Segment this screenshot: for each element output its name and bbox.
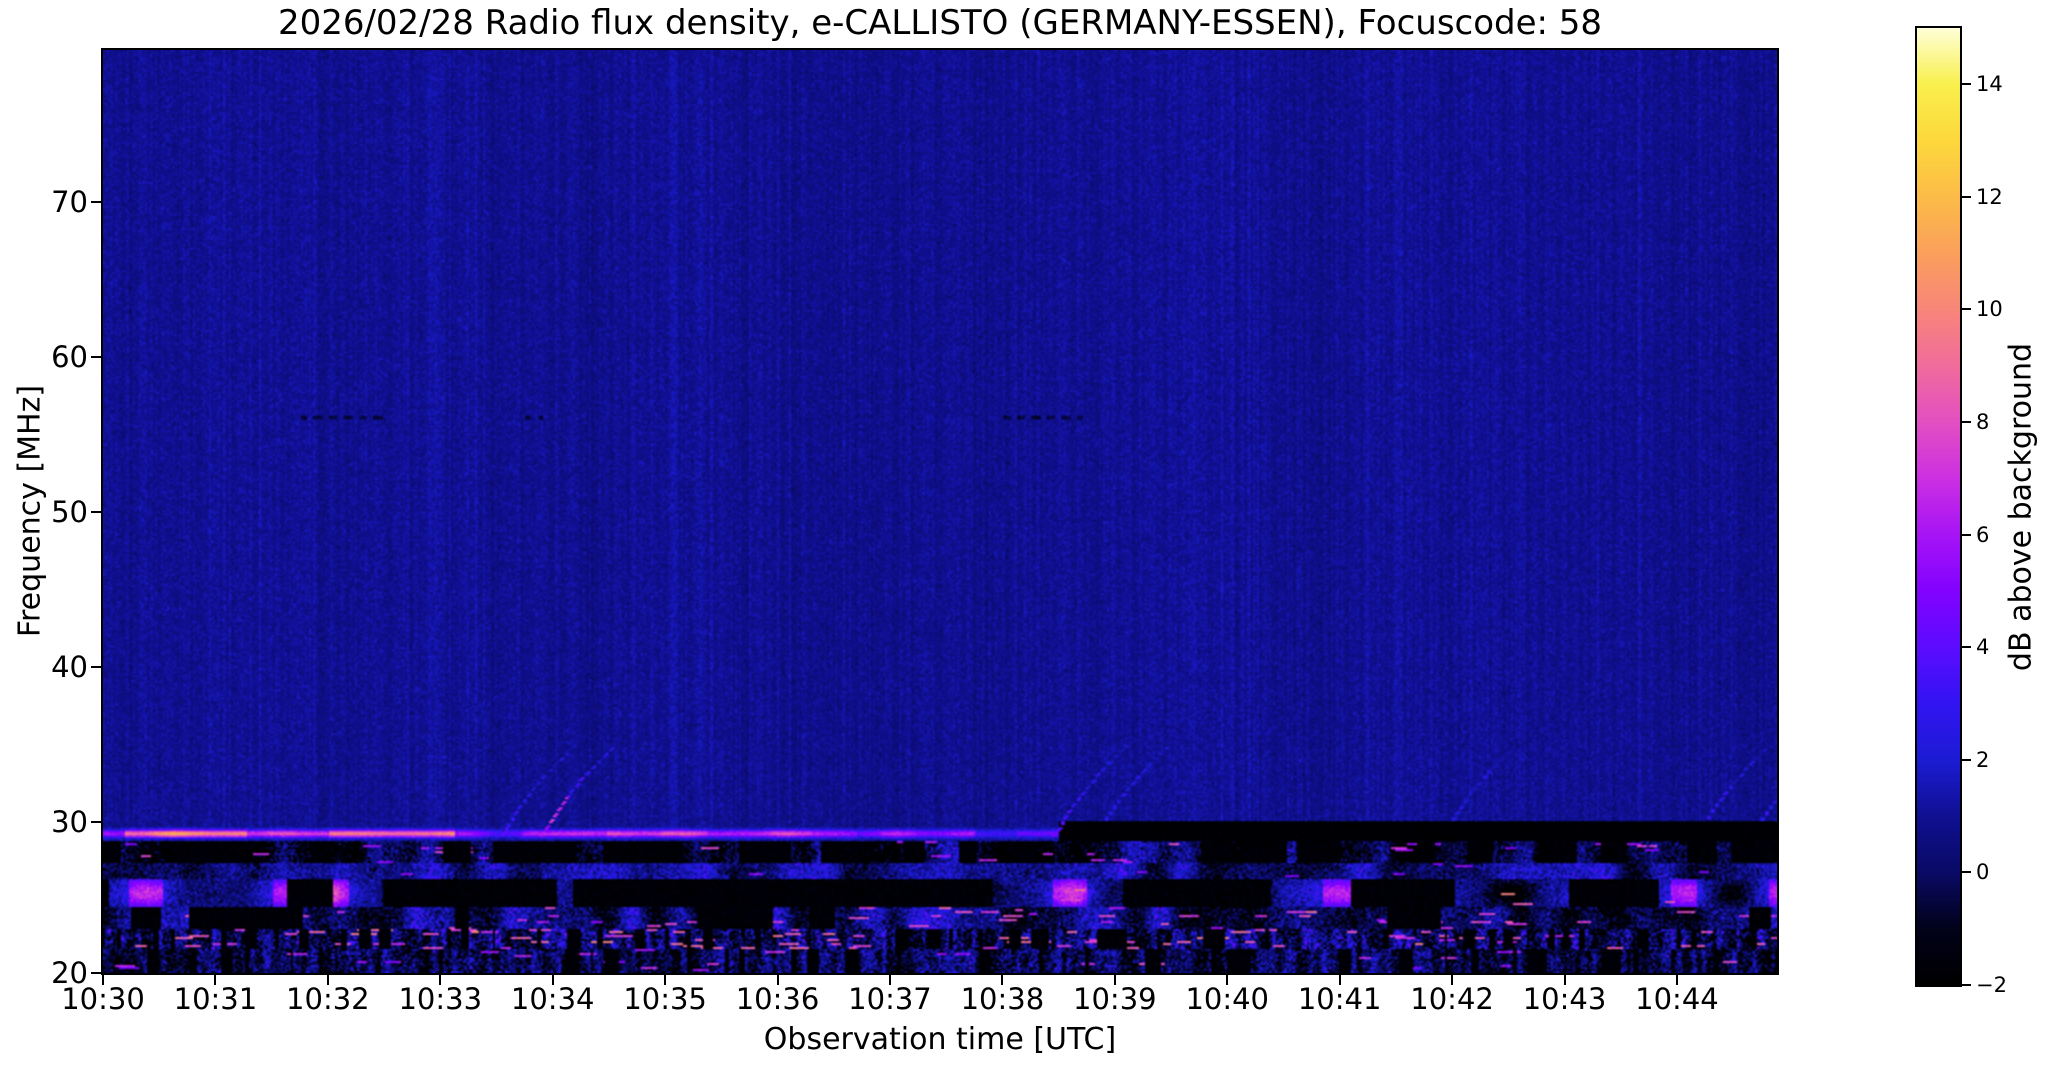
colorbar-gradient [1917, 28, 1960, 985]
y-tick-label: 70 [51, 185, 88, 220]
x-tick-mark [664, 975, 667, 985]
y-tick-mark [91, 510, 101, 513]
colorbar [1915, 26, 1962, 987]
spectrogram-image [103, 50, 1777, 973]
x-tick-label: 10:30 [61, 982, 145, 1016]
x-tick-mark [1001, 975, 1004, 985]
x-tick-mark [1675, 975, 1678, 985]
x-tick-mark [1563, 975, 1566, 985]
y-tick-mark [91, 972, 101, 974]
x-tick-label: 10:43 [1522, 982, 1607, 1016]
colorbar-tick-mark [1962, 871, 1971, 874]
chart-title: 2026/02/28 Radio flux density, e-CALLIST… [277, 3, 1603, 43]
x-tick-label: 10:42 [1410, 982, 1494, 1016]
x-tick-mark [888, 975, 891, 985]
x-tick-label: 10:31 [173, 982, 258, 1016]
x-tick-label: 10:44 [1635, 982, 1719, 1016]
y-tick-mark [91, 665, 101, 668]
x-tick-mark [1338, 975, 1341, 985]
x-tick-mark [776, 975, 779, 985]
colorbar-tick-label: 2 [1976, 747, 1990, 772]
y-tick-label: 50 [51, 494, 88, 529]
x-tick-mark [439, 975, 442, 985]
colorbar-tick-mark [1962, 421, 1971, 424]
colorbar-tick-mark [1962, 758, 1971, 761]
colorbar-tick-mark [1962, 646, 1971, 649]
plot-area [101, 48, 1779, 975]
y-tick-mark [91, 356, 101, 359]
colorbar-tick-label: 10 [1976, 297, 2003, 322]
colorbar-tick-label: −2 [1976, 973, 2007, 997]
colorbar-tick-mark [1962, 533, 1971, 536]
x-tick-mark [102, 975, 104, 985]
x-tick-label: 10:36 [735, 982, 820, 1016]
x-tick-mark [214, 975, 217, 985]
x-tick-mark [1451, 975, 1454, 985]
colorbar-label: dB above background [2003, 342, 2039, 672]
colorbar-tick-label: 0 [1976, 860, 1990, 885]
colorbar-tick-label: 14 [1976, 72, 2003, 97]
x-tick-label: 10:32 [286, 982, 370, 1016]
x-tick-label: 10:39 [1073, 982, 1157, 1016]
x-tick-mark [326, 975, 329, 985]
x-tick-label: 10:34 [510, 982, 595, 1016]
colorbar-tick-label: 4 [1976, 635, 1990, 660]
colorbar-tick-mark [1962, 195, 1971, 198]
colorbar-tick-label: 12 [1976, 184, 2003, 209]
y-tick-label: 20 [51, 956, 88, 990]
x-tick-label: 10:35 [623, 982, 707, 1016]
x-tick-mark [1113, 975, 1116, 985]
colorbar-tick-mark [1962, 83, 1971, 86]
x-tick-label: 10:40 [1185, 982, 1270, 1016]
x-tick-label: 10:37 [848, 982, 932, 1016]
y-tick-label: 60 [51, 340, 88, 375]
x-tick-mark [551, 975, 554, 985]
x-tick-label: 10:41 [1297, 982, 1382, 1016]
y-tick-label: 30 [51, 804, 88, 839]
x-tick-label: 10:33 [398, 982, 483, 1016]
colorbar-tick-label: 6 [1976, 522, 1990, 547]
y-tick-label: 40 [51, 649, 88, 684]
y-tick-mark [91, 201, 101, 204]
colorbar-tick-mark [1962, 984, 1971, 986]
colorbar-tick-mark [1962, 308, 1971, 311]
x-tick-label: 10:38 [960, 982, 1045, 1016]
colorbar-tick-label: 8 [1976, 410, 1990, 435]
x-axis-label: Observation time [UTC] [763, 1022, 1117, 1057]
x-tick-mark [1226, 975, 1229, 985]
y-tick-mark [91, 820, 101, 823]
